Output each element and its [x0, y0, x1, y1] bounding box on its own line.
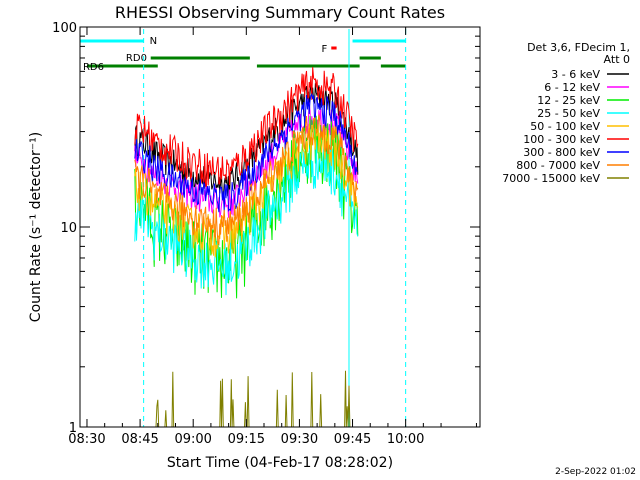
y-axis: 1 10 100	[52, 21, 480, 436]
x-axis-label: Start Time (04-Feb-17 08:28:02)	[167, 455, 393, 471]
series-line	[134, 92, 358, 213]
plot-area: N F RD0 RD6	[80, 29, 407, 428]
legend-entry-label: 12 - 25 keV	[537, 94, 600, 107]
flag-label-rd0: RD0	[126, 53, 147, 64]
chart-title: RHESSI Observing Summary Count Rates	[115, 3, 445, 22]
series-line	[134, 114, 359, 246]
x-tick-label: 09:15	[228, 432, 265, 447]
y-tick-label: 10	[60, 221, 77, 236]
legend-entry-label: 7000 - 15000 keV	[502, 172, 600, 185]
legend-entry-label: 300 - 800 keV	[523, 146, 600, 159]
plot-frame	[79, 26, 481, 428]
legend-entry-label: 3 - 6 keV	[551, 68, 600, 81]
series-line	[134, 370, 358, 428]
x-tick-label: 09:45	[334, 432, 371, 447]
legend-entry-label: 50 - 100 keV	[530, 120, 600, 133]
x-tick-label: 08:45	[121, 432, 158, 447]
x-tick-label: 08:30	[68, 432, 105, 447]
x-tick-label: 10:00	[387, 432, 424, 447]
legend-header-line: Att 0	[604, 53, 630, 66]
flag-label-n: N	[150, 36, 157, 47]
generation-timestamp: 2-Sep-2022 01:02	[555, 467, 636, 477]
x-tick-label: 09:30	[281, 432, 318, 447]
legend-entry-label: 25 - 50 keV	[537, 107, 600, 120]
legend-entry-label: 6 - 12 keV	[544, 81, 600, 94]
x-axis: 08:30 08:45 09:00 09:15 09:30 09:45 10:00	[68, 27, 477, 447]
x-tick-label: 09:00	[174, 432, 211, 447]
series-line	[134, 67, 359, 187]
flag-label-rd6: RD6	[83, 62, 104, 73]
y-axis-label: Count Rate (s⁻¹ detector⁻¹)	[28, 132, 44, 322]
legend-header-line: Det 3,6, FDecim 1,	[527, 41, 630, 54]
legend-entry-label: 800 - 7000 keV	[516, 159, 600, 172]
legend-entry-label: 100 - 300 keV	[523, 133, 600, 146]
y-tick-label: 100	[52, 21, 77, 36]
flag-label-f: F	[322, 44, 328, 55]
y-tick-label: 1	[69, 421, 77, 436]
series-line	[134, 139, 359, 296]
